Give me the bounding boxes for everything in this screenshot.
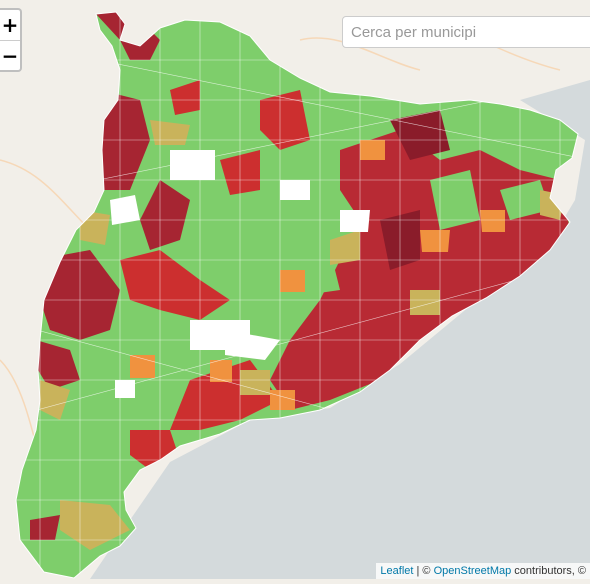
region-olive[interactable] [330, 230, 360, 265]
zoom-in-button[interactable]: + [0, 10, 20, 41]
region-orange[interactable] [130, 355, 155, 378]
openstreetmap-link[interactable]: OpenStreetMap [433, 565, 512, 577]
region-olive[interactable] [40, 380, 70, 420]
region-green[interactable] [430, 170, 480, 230]
region-olive[interactable] [60, 500, 130, 550]
zoom-control: + − [0, 8, 22, 72]
region-darkred[interactable] [36, 250, 120, 340]
region-red[interactable] [170, 80, 200, 115]
region-orange[interactable] [360, 140, 385, 160]
region-orange[interactable] [210, 360, 232, 382]
sea-area [90, 80, 590, 579]
region-nodata [115, 380, 135, 398]
region-nodata [225, 330, 280, 360]
region-nodata [170, 150, 215, 180]
attribution-tail: contributors, © [511, 565, 586, 577]
region-orange[interactable] [270, 390, 295, 410]
region-darkred[interactable] [140, 180, 190, 250]
region-orange[interactable] [280, 270, 305, 292]
attribution-separator: | © [413, 565, 434, 577]
region-red[interactable] [260, 90, 310, 150]
region-olive[interactable] [240, 370, 270, 395]
map-attribution: Leaflet | © OpenStreetMap contributors, … [376, 563, 590, 579]
region-darkred[interactable] [30, 515, 60, 540]
region-darkred[interactable] [36, 340, 80, 390]
region-orange[interactable] [480, 210, 505, 232]
region-olive[interactable] [410, 290, 440, 315]
region-orange[interactable] [420, 230, 450, 252]
region-red[interactable] [120, 250, 230, 320]
leaflet-link[interactable]: Leaflet [380, 565, 414, 577]
region-nodata [340, 210, 370, 232]
region-green[interactable] [500, 180, 550, 220]
search-municipality-input[interactable] [342, 16, 590, 48]
zoom-out-button[interactable]: − [1, 44, 19, 68]
region-nodata [280, 180, 310, 200]
region-nodata [110, 195, 140, 225]
